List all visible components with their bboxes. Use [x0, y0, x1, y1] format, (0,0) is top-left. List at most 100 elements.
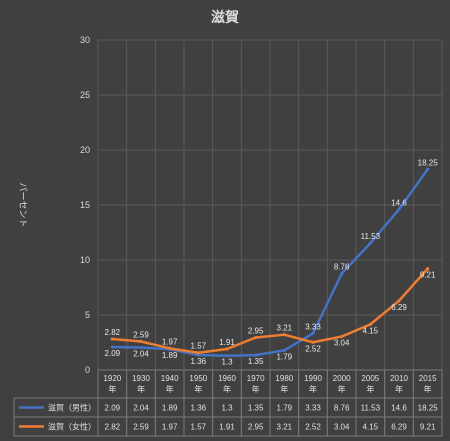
- series-lines: [111, 168, 429, 357]
- data-label: 1.79: [277, 352, 293, 361]
- table-cell: 1.97: [162, 423, 178, 432]
- y-tick-label: 30: [80, 35, 90, 45]
- table-cell: 1.35: [248, 404, 264, 413]
- data-label: 8.76: [334, 263, 350, 272]
- data-label: 1.97: [162, 337, 178, 346]
- x-tick-label: 年: [309, 384, 317, 394]
- data-label: 1.3: [221, 358, 233, 367]
- table-cell: 3.33: [305, 404, 321, 413]
- table-cell: 1.36: [191, 404, 207, 413]
- y-axis-ticks: 0 5 10 15 20 25 30: [80, 35, 90, 375]
- x-tick-label: 年: [166, 384, 174, 394]
- table-cell: 1.89: [162, 404, 178, 413]
- data-point: [139, 339, 143, 344]
- data-label: 3.21: [277, 324, 293, 333]
- data-label: 14.6: [391, 198, 407, 207]
- series-line-2: [111, 267, 429, 354]
- table-cell: 3.21: [277, 423, 293, 432]
- x-tick-label: 年: [194, 384, 202, 394]
- data-label: 1.89: [162, 351, 178, 360]
- x-tick-label: 2000: [333, 374, 351, 383]
- y-tick-label: 15: [80, 200, 90, 210]
- table-cell: 18.25: [418, 404, 439, 413]
- y-tick-label: 10: [80, 255, 90, 265]
- table-cell: 6.29: [391, 423, 407, 432]
- table-cell: 2.04: [133, 404, 149, 413]
- data-point: [225, 347, 229, 351]
- data-point: [110, 337, 114, 341]
- data-points: [110, 167, 430, 358]
- data-point: [196, 351, 200, 355]
- x-tick-label: 年: [108, 384, 116, 394]
- table-cell: 1.79: [277, 404, 293, 413]
- data-label: 2.52: [305, 344, 321, 353]
- data-point: [311, 331, 315, 335]
- data-label: 1.35: [248, 357, 264, 366]
- x-tick-label: 2015: [419, 374, 437, 383]
- data-point: [368, 322, 372, 326]
- x-tick-label: 1930: [132, 374, 150, 383]
- data-point: [254, 353, 258, 357]
- table-cell: 2.59: [133, 423, 149, 432]
- data-label: 2.95: [248, 327, 264, 336]
- x-tick-label: 1940: [161, 374, 179, 383]
- data-point: [168, 346, 172, 350]
- data-table: 1920年1930年1940年1950年1960年1970年1980年1990年…: [13, 369, 443, 437]
- data-label: 1.91: [219, 338, 235, 347]
- legend-label: 滋賀（男性）: [48, 403, 96, 413]
- data-label: 11.53: [361, 232, 381, 241]
- data-point: [426, 167, 430, 171]
- data-label: 3.04: [334, 339, 350, 348]
- data-point: [340, 272, 344, 276]
- data-label: 2.09: [105, 349, 121, 358]
- data-point: [110, 345, 114, 349]
- table-cell: 2.52: [305, 423, 321, 432]
- data-labels: 2.09 2.04 1.89 1.36 1.3 1.35 1.79 3.33 8.76 11.53…: [105, 158, 439, 366]
- data-point: [311, 340, 315, 344]
- x-tick-label: 1920: [103, 374, 121, 383]
- x-tick-label: 2005: [361, 374, 379, 383]
- x-tick-label: 1990: [304, 374, 322, 383]
- y-tick-label: 5: [85, 310, 90, 320]
- data-point: [397, 207, 401, 211]
- x-tick-label: 年: [366, 384, 374, 394]
- table-cell: 2.95: [248, 423, 264, 432]
- x-tick-label: 1980: [275, 374, 293, 383]
- x-tick-label: 1960: [218, 374, 236, 383]
- table-cell: 4.15: [363, 423, 379, 432]
- data-label: 1.57: [191, 342, 207, 351]
- data-label: 2.82: [105, 328, 121, 337]
- data-label: 3.33: [305, 322, 321, 331]
- y-tick-label: 20: [80, 145, 90, 155]
- data-label: 9.21: [420, 271, 436, 280]
- x-tick-label: 年: [223, 384, 231, 394]
- y-tick-label: 0: [85, 365, 90, 375]
- table-cell: 11.53: [361, 404, 381, 413]
- x-tick-label: 年: [424, 384, 432, 394]
- table-cell: 8.76: [334, 404, 350, 413]
- x-tick-label: 年: [280, 384, 288, 394]
- data-label: 6.29: [391, 303, 407, 312]
- series-line-1: [111, 168, 429, 357]
- data-point: [282, 333, 286, 337]
- data-label: 2.59: [133, 331, 149, 340]
- data-point: [282, 348, 286, 352]
- data-point: [426, 267, 430, 271]
- data-label: 4.15: [363, 326, 379, 335]
- y-tick-label: 25: [80, 90, 90, 100]
- table-cell: 1.57: [191, 423, 207, 432]
- legend-label: 滋賀（女性）: [48, 422, 96, 432]
- x-tick-label: 1970: [247, 374, 265, 383]
- table-cell: 14.6: [391, 404, 407, 413]
- data-point: [368, 241, 372, 245]
- table-cell: 2.09: [105, 404, 121, 413]
- data-point: [196, 353, 200, 357]
- x-tick-label: 年: [137, 384, 145, 394]
- data-label: 1.36: [191, 357, 207, 366]
- x-tick-label: 年: [395, 384, 403, 394]
- x-tick-label: 2010: [390, 374, 408, 383]
- table-cell: 3.04: [334, 423, 350, 432]
- data-point: [254, 335, 258, 340]
